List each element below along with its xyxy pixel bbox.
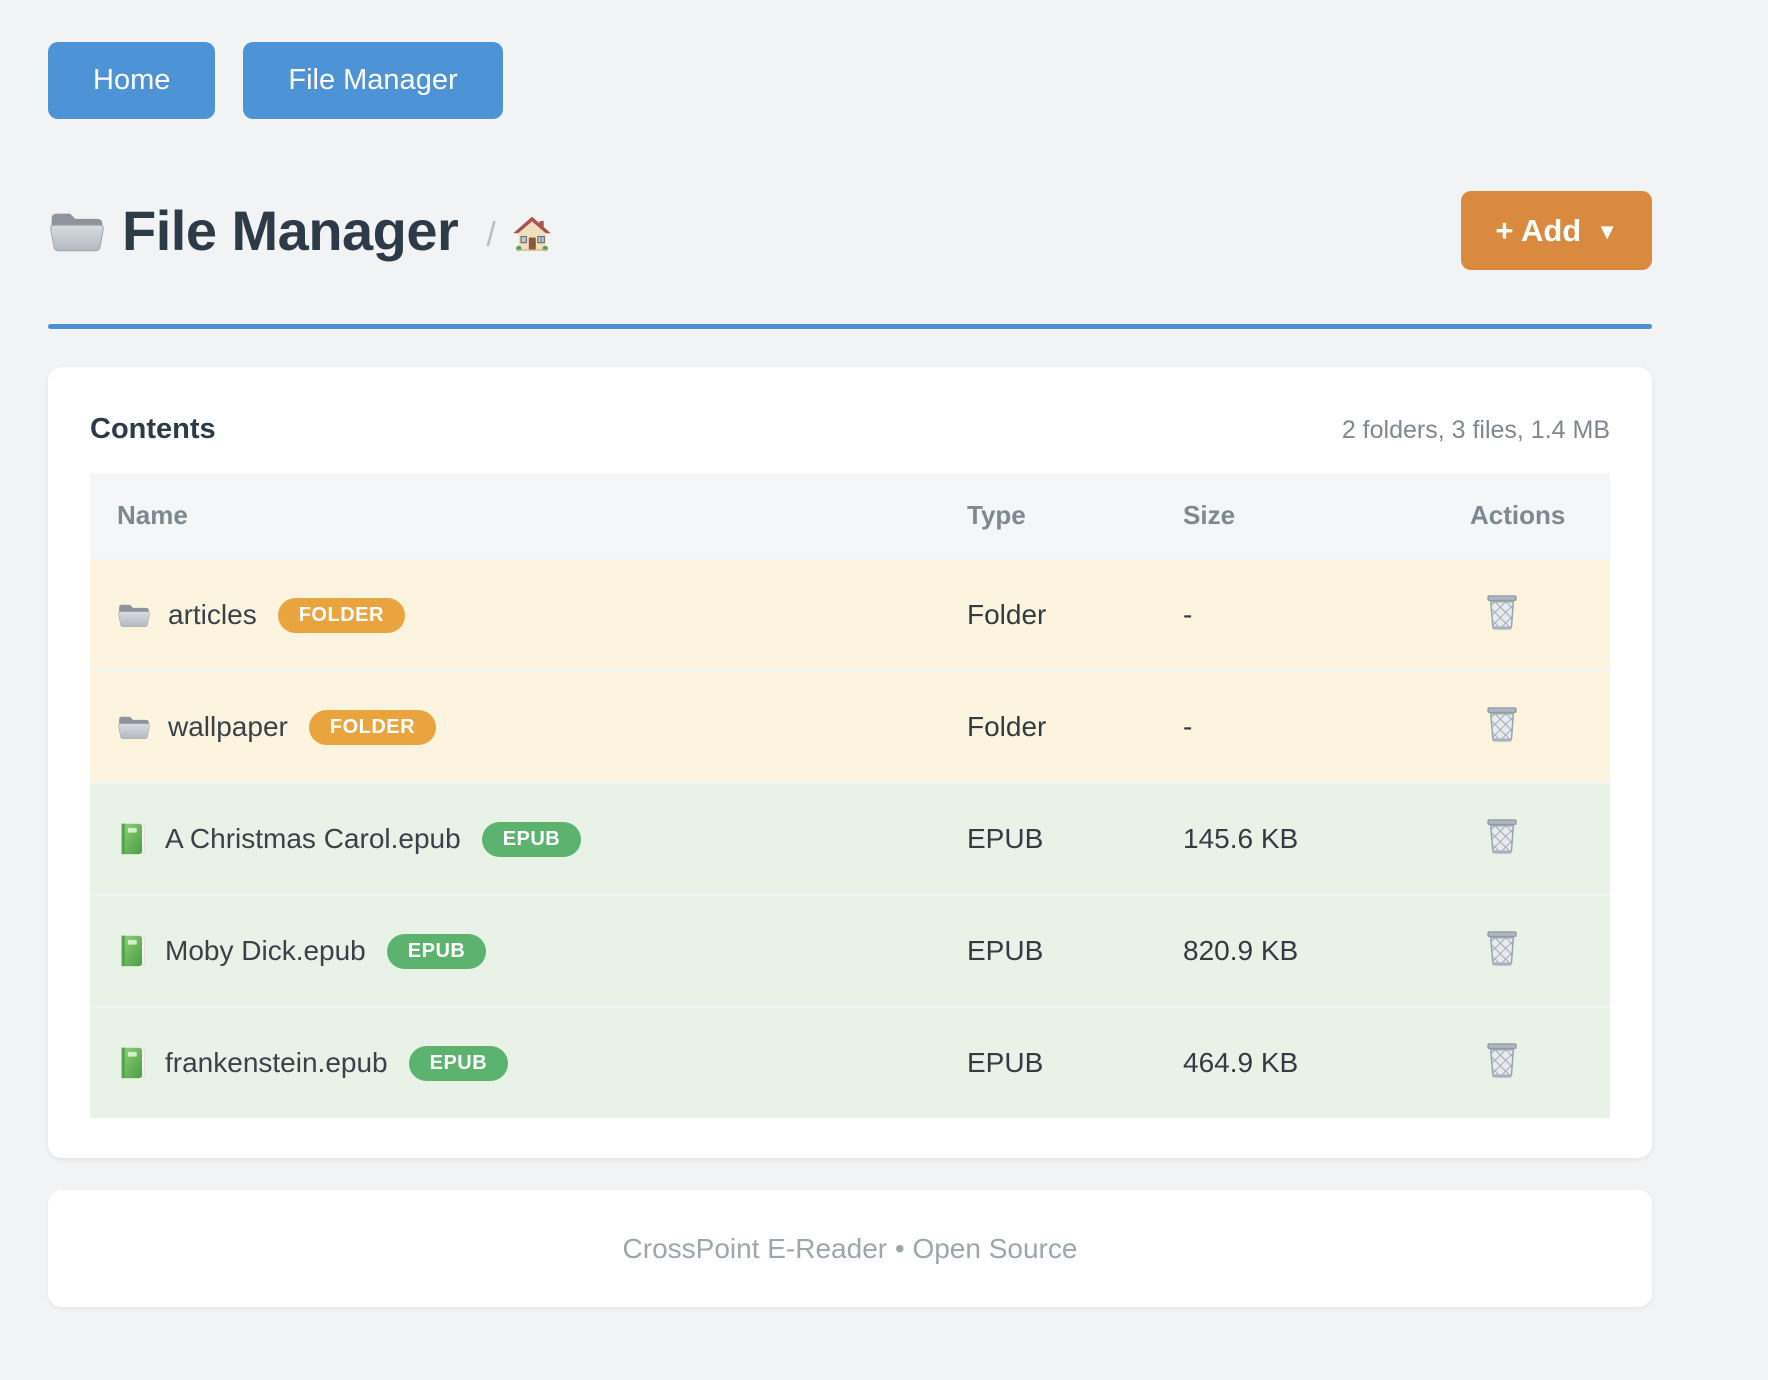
table-row[interactable]: frankenstein.epub EPUB EPUB 464.9 KB bbox=[90, 1006, 1610, 1118]
name-cell: Moby Dick.epub EPUB bbox=[90, 933, 940, 969]
contents-title: Contents bbox=[90, 413, 216, 445]
trash-icon bbox=[1483, 703, 1521, 744]
folder-icon bbox=[117, 600, 151, 630]
table-header-row: Name Type Size Actions bbox=[90, 473, 1610, 558]
type-cell: EPUB bbox=[967, 823, 1044, 854]
column-header-actions: Actions bbox=[1470, 500, 1566, 530]
name-cell: articles FOLDER bbox=[90, 597, 940, 633]
home-button[interactable]: Home bbox=[48, 42, 216, 119]
book-icon bbox=[117, 1046, 148, 1080]
type-badge: EPUB bbox=[408, 1045, 509, 1081]
top-nav: Home File Manager bbox=[48, 0, 1652, 119]
type-cell: Folder bbox=[967, 599, 1047, 630]
actions-cell bbox=[1443, 703, 1610, 751]
contents-summary: 2 folders, 3 files, 1.4 MB bbox=[1341, 416, 1610, 444]
footer: CrossPoint E-Reader • Open Source bbox=[48, 1190, 1652, 1307]
table-body: articles FOLDER Folder - wallpaper FOLDE… bbox=[90, 558, 1610, 1118]
delete-button[interactable] bbox=[1483, 927, 1521, 968]
column-header-size: Size bbox=[1183, 500, 1236, 530]
folder-icon bbox=[117, 712, 151, 742]
size-cell: - bbox=[1183, 599, 1193, 630]
type-cell: Folder bbox=[967, 711, 1047, 742]
home-icon[interactable] bbox=[512, 215, 552, 255]
type-badge: EPUB bbox=[481, 821, 582, 857]
type-cell: EPUB bbox=[967, 935, 1044, 966]
name-cell: A Christmas Carol.epub EPUB bbox=[90, 821, 940, 857]
actions-cell bbox=[1443, 1039, 1610, 1087]
book-icon bbox=[117, 822, 148, 856]
name-cell: frankenstein.epub EPUB bbox=[90, 1045, 940, 1081]
table-row[interactable]: articles FOLDER Folder - bbox=[90, 558, 1610, 670]
page-header: File Manager / + Add ▼ bbox=[48, 191, 1652, 270]
table-row[interactable]: wallpaper FOLDER Folder - bbox=[90, 670, 1610, 782]
trash-icon bbox=[1483, 815, 1521, 856]
file-table: Name Type Size Actions articles FOLDER F… bbox=[90, 473, 1610, 1118]
delete-button[interactable] bbox=[1483, 1039, 1521, 1080]
file-name[interactable]: wallpaper bbox=[168, 711, 288, 742]
delete-button[interactable] bbox=[1483, 815, 1521, 856]
size-cell: 820.9 KB bbox=[1183, 935, 1299, 966]
footer-text: CrossPoint E-Reader • Open Source bbox=[622, 1232, 1078, 1264]
book-icon bbox=[117, 934, 148, 968]
file-name[interactable]: frankenstein.epub bbox=[165, 1047, 388, 1078]
size-cell: - bbox=[1183, 711, 1193, 742]
breadcrumb-separator: / bbox=[486, 216, 496, 254]
name-cell: wallpaper FOLDER bbox=[90, 709, 940, 745]
file-name[interactable]: Moby Dick.epub bbox=[165, 935, 366, 966]
folder-icon bbox=[48, 207, 106, 255]
size-cell: 145.6 KB bbox=[1183, 823, 1299, 854]
table-row[interactable]: Moby Dick.epub EPUB EPUB 820.9 KB bbox=[90, 894, 1610, 1006]
page: Home File Manager File Manager / + Add ▼… bbox=[48, 0, 1652, 1307]
delete-button[interactable] bbox=[1483, 703, 1521, 744]
actions-cell bbox=[1443, 927, 1610, 975]
add-button[interactable]: + Add ▼ bbox=[1461, 191, 1652, 270]
table-row[interactable]: A Christmas Carol.epub EPUB EPUB 145.6 K… bbox=[90, 782, 1610, 894]
file-name[interactable]: articles bbox=[168, 599, 257, 630]
header-divider bbox=[48, 324, 1652, 329]
type-badge: FOLDER bbox=[277, 597, 405, 633]
type-cell: EPUB bbox=[967, 1047, 1044, 1078]
trash-icon bbox=[1483, 1039, 1521, 1080]
contents-card: Contents 2 folders, 3 files, 1.4 MB Name… bbox=[48, 367, 1652, 1158]
actions-cell bbox=[1443, 815, 1610, 863]
chevron-down-icon: ▼ bbox=[1596, 219, 1618, 244]
column-header-name: Name bbox=[117, 500, 188, 530]
file-name[interactable]: A Christmas Carol.epub bbox=[165, 823, 461, 854]
file-manager-button[interactable]: File Manager bbox=[243, 42, 503, 119]
actions-cell bbox=[1443, 591, 1610, 639]
column-header-type: Type bbox=[967, 500, 1026, 530]
delete-button[interactable] bbox=[1483, 591, 1521, 632]
trash-icon bbox=[1483, 591, 1521, 632]
add-button-label: + Add bbox=[1495, 212, 1582, 248]
type-badge: FOLDER bbox=[308, 709, 437, 745]
contents-header: Contents 2 folders, 3 files, 1.4 MB bbox=[90, 413, 1610, 446]
page-title: File Manager bbox=[122, 198, 459, 262]
trash-icon bbox=[1483, 927, 1521, 968]
type-badge: EPUB bbox=[386, 933, 487, 969]
size-cell: 464.9 KB bbox=[1183, 1047, 1299, 1078]
